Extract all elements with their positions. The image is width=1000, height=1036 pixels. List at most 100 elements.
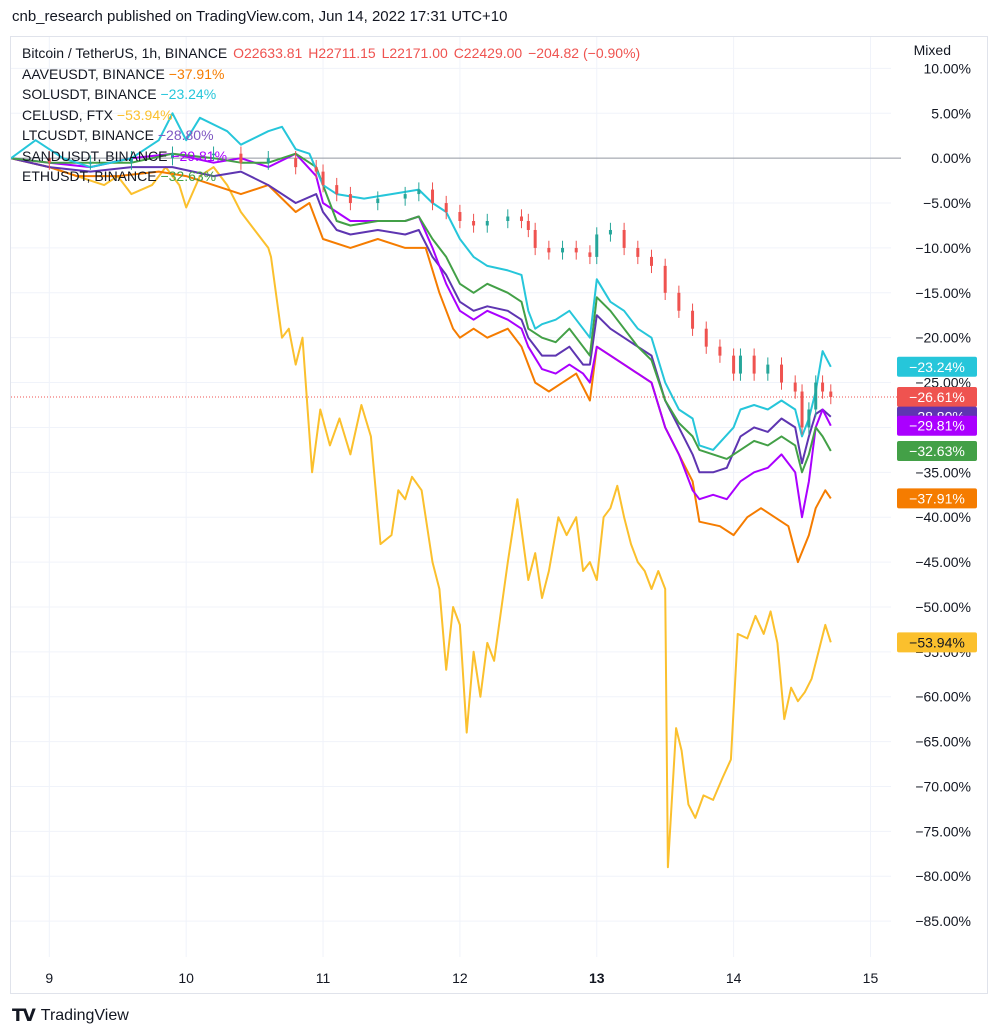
- candle-body: [266, 158, 270, 163]
- legend-row-name: SOLUSDT, BINANCE: [22, 86, 157, 102]
- y-tick-label: −65.00%: [915, 734, 971, 750]
- x-tick-label: 12: [452, 970, 468, 986]
- candle-body: [376, 198, 380, 204]
- x-tick-label: 9: [45, 970, 53, 986]
- candle-body: [239, 153, 243, 163]
- candle-body: [485, 221, 489, 226]
- candle-body: [829, 391, 833, 398]
- legend-row-value: −23.24%: [160, 86, 217, 102]
- legend-row-aave[interactable]: AAVEUSDT, BINANCE −37.91%: [22, 64, 640, 85]
- candle-body: [519, 216, 523, 221]
- candle-body: [807, 409, 811, 428]
- y-tick-label: −10.00%: [915, 240, 971, 256]
- end-label-bg-sol: [897, 356, 977, 377]
- candle-body: [793, 382, 797, 392]
- legend-change: −204.82 (−0.90%): [528, 45, 641, 61]
- end-label-bg-eth: [897, 441, 977, 462]
- candle-body: [348, 194, 352, 204]
- legend-row-sol[interactable]: SOLUSDT, BINANCE −23.24%: [22, 84, 640, 105]
- legend-row-sand[interactable]: SANDUSDT, BINANCE −29.81%: [22, 146, 640, 167]
- publish-header: cnb_research published on TradingView.co…: [12, 8, 508, 25]
- candle-body: [732, 355, 736, 374]
- y-tick-label: −45.00%: [915, 554, 971, 570]
- y-tick-label: −75.00%: [915, 823, 971, 839]
- candle-body: [431, 189, 435, 204]
- legend-row-name: AAVEUSDT, BINANCE: [22, 65, 165, 82]
- candle-body: [814, 382, 818, 410]
- y-tick-label: −60.00%: [915, 689, 971, 705]
- legend-row-name: CELUSD, FTX: [22, 106, 114, 123]
- candle-body: [766, 364, 770, 374]
- candle-body: [677, 292, 681, 311]
- candle-body: [526, 221, 530, 230]
- candle-body: [574, 247, 578, 253]
- candle-body: [622, 229, 626, 248]
- y-tick-label: −20.00%: [915, 330, 971, 346]
- candle-body: [636, 247, 640, 257]
- legend-row-cel[interactable]: CELUSD, FTX −53.94%: [22, 105, 640, 126]
- legend-main-row[interactable]: Bitcoin / TetherUS, 1h, BINANCE O22633.8…: [22, 43, 640, 64]
- candle-body: [547, 247, 551, 253]
- end-label-bg-cel: [897, 632, 977, 653]
- candle-body: [663, 265, 667, 293]
- legend: Bitcoin / TetherUS, 1h, BINANCE O22633.8…: [22, 43, 640, 187]
- x-tick-label: 15: [863, 970, 879, 986]
- candle-body: [212, 153, 216, 156]
- series-line-sand: [11, 152, 832, 519]
- candle-body: [595, 234, 599, 257]
- candle-body: [335, 185, 339, 195]
- legend-row-ltc[interactable]: LTCUSDT, BINANCE −28.80%: [22, 125, 640, 146]
- candle-body: [561, 247, 565, 253]
- y-tick-label: −85.00%: [915, 913, 971, 929]
- candle-body: [649, 256, 653, 266]
- series-line-cel: [11, 157, 832, 869]
- candle-body: [314, 167, 318, 172]
- end-label-cel: −53.94%: [909, 634, 965, 650]
- y-tick-label: 10.00%: [924, 60, 971, 76]
- legend-row-value: −53.94%: [116, 106, 173, 123]
- candle-body: [738, 355, 742, 374]
- y-tick-label: −70.00%: [915, 778, 971, 794]
- y-tick-label: −40.00%: [915, 509, 971, 525]
- scale-mode-label: Mixed: [914, 42, 951, 58]
- candle-body: [691, 310, 695, 329]
- footer-brand[interactable]: TradingView: [40, 1007, 129, 1024]
- candle-body: [533, 229, 537, 248]
- y-tick-label: −25.00%: [915, 375, 971, 391]
- y-tick-label: −50.00%: [915, 599, 971, 615]
- y-tick-label: −35.00%: [915, 464, 971, 480]
- chart-frame: 10.00% 5.00% 0.00% −5.00% −10.00% −15.00% −20.…: [10, 36, 988, 994]
- end-label-btc: −26.61%: [909, 389, 965, 405]
- candle-body: [444, 203, 448, 213]
- legend-high: H22711.15: [308, 45, 376, 61]
- candle-body: [47, 158, 51, 163]
- candle-body: [129, 158, 133, 163]
- series-line-eth: [11, 152, 832, 474]
- legend-row-value: −32.63%: [160, 168, 217, 184]
- candle-body: [88, 162, 92, 165]
- candle-body: [321, 171, 325, 186]
- x-tick-label: 14: [726, 970, 742, 986]
- end-label-sol: −23.24%: [909, 359, 965, 375]
- legend-row-value: −28.80%: [157, 127, 214, 143]
- x-tick-label: 13: [589, 970, 605, 986]
- legend-main-symbol: Bitcoin / TetherUS, 1h, BINANCE: [22, 45, 228, 61]
- candle-body: [718, 346, 722, 356]
- legend-row-value: −37.91%: [168, 65, 225, 82]
- candle-body: [821, 382, 825, 392]
- legend-row-eth[interactable]: ETHUSDT, BINANCE −32.63%: [22, 166, 640, 187]
- candle-body: [506, 216, 510, 221]
- tradingview-logo-icon[interactable]: 𝗧𝗩: [12, 1006, 36, 1025]
- candle-body: [588, 252, 592, 257]
- end-label-aave: −37.91%: [909, 490, 965, 506]
- candle-body: [403, 194, 407, 199]
- candle-body: [458, 212, 462, 221]
- legend-row-name: ETHUSDT, BINANCE: [22, 168, 157, 184]
- y-tick-label: 5.00%: [931, 105, 971, 121]
- end-label-bg-aave: [897, 488, 977, 509]
- legend-close: C22429.00: [453, 45, 523, 61]
- chart-canvas[interactable]: 10.00% 5.00% 0.00% −5.00% −10.00% −15.00% −20.…: [11, 37, 987, 993]
- y-tick-label: −15.00%: [915, 285, 971, 301]
- candle-body: [472, 221, 476, 226]
- x-tick-label: 10: [178, 970, 194, 986]
